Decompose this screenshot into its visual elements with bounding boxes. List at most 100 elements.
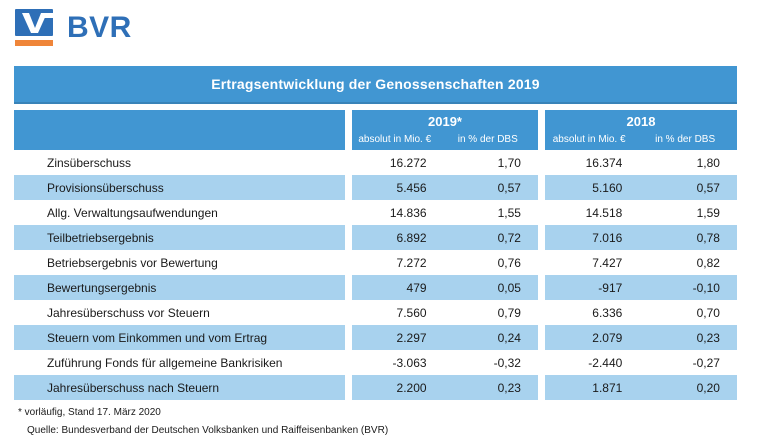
column-gap	[345, 275, 352, 300]
row-values-2018: 7.016 0,78	[545, 225, 737, 250]
value-absolut-2019: 479	[406, 280, 427, 295]
value-percent-2018: 0,70	[696, 305, 720, 320]
row-label-cell: Bewertungsergebnis	[14, 275, 345, 300]
value-absolut-2019: 5.456	[396, 180, 427, 195]
value-percent-2018: 0,23	[696, 330, 720, 345]
value-absolut-2018: 5.160	[592, 180, 623, 195]
header-group-2019: 2019* absolut in Mio. € in % der DBS	[352, 110, 538, 150]
table-row: Steuern vom Einkommen und vom Ertrag 2.2…	[14, 325, 737, 350]
row-values-2019: 2.200 0,23	[352, 375, 538, 400]
table-row: Teilbetriebsergebnis 6.892 0,72 7.016 0,…	[14, 225, 737, 250]
subheader-2019: absolut in Mio. € in % der DBS	[352, 134, 538, 150]
header-group-2018: 2018 absolut in Mio. € in % der DBS	[545, 110, 737, 150]
row-label: Jahresüberschuss vor Steuern	[47, 305, 210, 320]
column-gap	[345, 150, 352, 175]
column-gap	[345, 350, 352, 375]
value-percent-2018: 0,20	[696, 380, 720, 395]
row-label-cell: Jahresüberschuss vor Steuern	[14, 300, 345, 325]
column-gap	[538, 200, 545, 225]
value-percent-2019: 0,05	[497, 280, 521, 295]
value-percent-2019: 0,23	[497, 380, 521, 395]
row-label: Jahresüberschuss nach Steuern	[47, 380, 220, 395]
column-gap	[538, 110, 545, 150]
bvr-logo-icon	[15, 9, 53, 46]
value-percent-2018: 1,59	[696, 205, 720, 220]
value-absolut-2019: 2.200	[396, 380, 427, 395]
row-label: Zinsüberschuss	[47, 155, 132, 170]
row-values-2018: -917 -0,10	[545, 275, 737, 300]
value-absolut-2018: 6.336	[592, 305, 623, 320]
value-absolut-2018: 16.374	[585, 155, 623, 170]
brand-wordmark: BVR	[67, 11, 132, 44]
row-values-2019: 14.836 1,55	[352, 200, 538, 225]
table-row: Bewertungsergebnis 479 0,05 -917 -0,10	[14, 275, 737, 300]
brand-header: BVR	[14, 8, 132, 48]
column-gap	[538, 350, 545, 375]
subcol-absolut-2018: absolut in Mio. €	[552, 134, 626, 145]
value-absolut-2019: 7.272	[396, 255, 427, 270]
row-label: Provisionsüberschuss	[47, 180, 164, 195]
table-title: Ertragsentwicklung der Genossenschaften …	[211, 76, 540, 92]
row-values-2019: -3.063 -0,32	[352, 350, 538, 375]
row-values-2018: 2.079 0,23	[545, 325, 737, 350]
row-values-2018: 5.160 0,57	[545, 175, 737, 200]
value-absolut-2019: -3.063	[392, 355, 427, 370]
column-gap	[345, 200, 352, 225]
value-absolut-2018: -917	[598, 280, 623, 295]
row-label-cell: Betriebsergebnis vor Bewertung	[14, 250, 345, 275]
row-label: Bewertungsergebnis	[47, 280, 157, 295]
value-absolut-2018: 7.427	[592, 255, 623, 270]
row-label-cell: Allg. Verwaltungsaufwendungen	[14, 200, 345, 225]
subcol-absolut-2019: absolut in Mio. €	[358, 134, 432, 145]
value-percent-2019: 0,76	[497, 255, 521, 270]
table-row: Allg. Verwaltungsaufwendungen 14.836 1,5…	[14, 200, 737, 225]
column-gap	[538, 250, 545, 275]
table-row: Zuführung Fonds für allgemeine Bankrisik…	[14, 350, 737, 375]
value-absolut-2019: 14.836	[389, 205, 427, 220]
value-absolut-2018: 1.871	[592, 380, 623, 395]
value-percent-2018: 1,80	[696, 155, 720, 170]
row-values-2018: 7.427 0,82	[545, 250, 737, 275]
row-values-2018: 1.871 0,20	[545, 375, 737, 400]
column-gap	[538, 300, 545, 325]
value-percent-2018: -0,10	[692, 280, 720, 295]
row-label: Betriebsergebnis vor Bewertung	[47, 255, 218, 270]
table-row: Betriebsergebnis vor Bewertung 7.272 0,7…	[14, 250, 737, 275]
value-percent-2018: 0,78	[696, 230, 720, 245]
row-label-cell: Zuführung Fonds für allgemeine Bankrisik…	[14, 350, 345, 375]
header-label-cell	[14, 110, 345, 150]
row-label-cell: Teilbetriebsergebnis	[14, 225, 345, 250]
column-gap	[538, 175, 545, 200]
value-absolut-2019: 2.297	[396, 330, 427, 345]
column-year-2018: 2018	[626, 114, 656, 129]
value-absolut-2018: 7.016	[592, 230, 623, 245]
row-label: Teilbetriebsergebnis	[47, 230, 154, 245]
column-gap	[538, 325, 545, 350]
row-values-2018: -2.440 -0,27	[545, 350, 737, 375]
row-values-2019: 16.272 1,70	[352, 150, 538, 175]
row-label-cell: Zinsüberschuss	[14, 150, 345, 175]
value-percent-2019: 0,79	[497, 305, 521, 320]
row-values-2018: 6.336 0,70	[545, 300, 737, 325]
row-label-cell: Provisionsüberschuss	[14, 175, 345, 200]
column-gap	[538, 375, 545, 400]
value-percent-2019: 0,24	[497, 330, 521, 345]
value-percent-2019: 0,72	[497, 230, 521, 245]
value-percent-2019: -0,32	[493, 355, 521, 370]
row-values-2019: 2.297 0,24	[352, 325, 538, 350]
column-gap	[345, 110, 352, 150]
row-label: Zuführung Fonds für allgemeine Bankrisik…	[47, 355, 283, 370]
row-values-2019: 7.272 0,76	[352, 250, 538, 275]
table-row: Zinsüberschuss 16.272 1,70 16.374 1,80	[14, 150, 737, 175]
column-gap	[345, 325, 352, 350]
column-gap	[538, 225, 545, 250]
footnotes: * vorläufig, Stand 17. März 2020 Quelle:…	[18, 407, 388, 437]
footnote-preliminary: * vorläufig, Stand 17. März 2020	[18, 407, 161, 418]
row-label: Allg. Verwaltungsaufwendungen	[47, 205, 218, 220]
row-values-2019: 6.892 0,72	[352, 225, 538, 250]
value-absolut-2018: 2.079	[592, 330, 623, 345]
row-values-2018: 14.518 1,59	[545, 200, 737, 225]
column-gap	[345, 300, 352, 325]
column-gap	[345, 250, 352, 275]
value-percent-2018: 0,57	[696, 180, 720, 195]
